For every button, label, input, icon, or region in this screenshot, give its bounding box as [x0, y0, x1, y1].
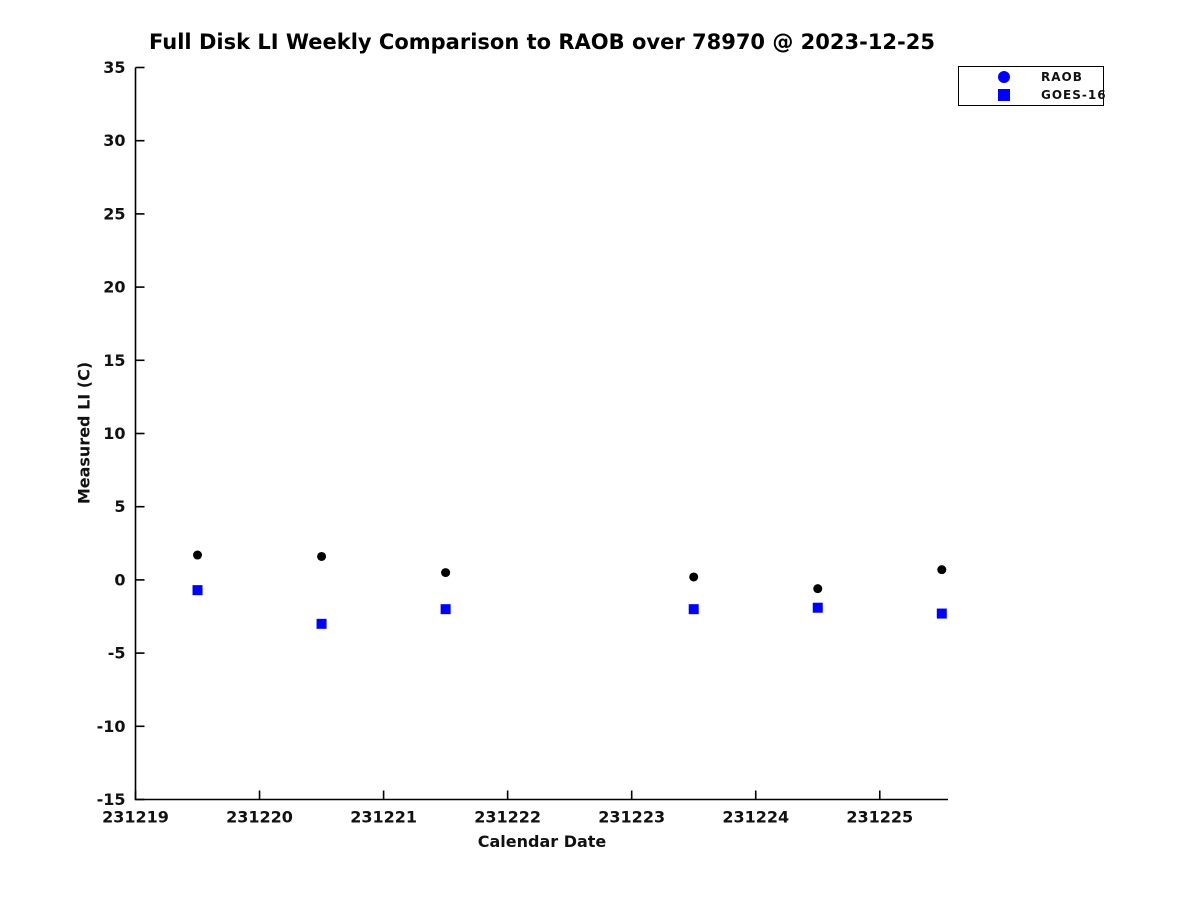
data-point-goes-16: [440, 604, 451, 615]
data-point-raob: [317, 551, 327, 561]
y-tick-label: 0: [114, 570, 125, 589]
legend-label-goes16: GOES-16: [1041, 88, 1107, 102]
y-tick-label: -5: [108, 644, 126, 663]
x-tick-label: 231220: [226, 808, 293, 827]
legend-entry-goes16: GOES-16: [959, 87, 1106, 103]
y-tick-label: 15: [103, 351, 125, 370]
goes16-square-marker-icon: [998, 89, 1010, 101]
data-point-raob: [441, 568, 451, 578]
x-tick-label: 231224: [722, 808, 789, 827]
x-tick-label: 231222: [474, 808, 541, 827]
y-tick-label: 10: [103, 424, 125, 443]
y-tick-label: -10: [97, 717, 126, 736]
data-point-raob: [689, 572, 699, 582]
y-tick-label: 25: [103, 204, 125, 223]
x-tick-label: 231225: [846, 808, 913, 827]
axis-spines: [134, 67, 948, 801]
data-point-raob: [937, 565, 947, 575]
x-tick-label: 231219: [102, 808, 169, 827]
legend-entry-raob: RAOB: [959, 69, 1103, 85]
y-tick-label: 5: [114, 497, 125, 516]
data-point-goes-16: [316, 618, 327, 629]
chart-title: Full Disk LI Weekly Comparison to RAOB o…: [148, 30, 935, 54]
y-tick-label: 20: [103, 278, 125, 297]
data-point-goes-16: [688, 604, 699, 615]
x-tick-label: 231223: [598, 808, 665, 827]
y-tick-label: -15: [97, 790, 126, 809]
data-point-raob: [813, 584, 823, 594]
data-point-goes-16: [812, 602, 823, 613]
y-tick-label: 35: [103, 58, 125, 77]
data-point-raob: [193, 550, 203, 560]
legend-label-raob: RAOB: [1041, 70, 1083, 84]
y-tick-label: 30: [103, 131, 125, 150]
x-tick-label: 231221: [350, 808, 417, 827]
x-axis-label: Calendar Date: [477, 832, 607, 851]
legend: RAOB GOES-16: [958, 66, 1106, 106]
data-point-goes-16: [192, 585, 203, 596]
raob-circle-marker-icon: [998, 71, 1010, 83]
data-point-goes-16: [936, 608, 947, 619]
